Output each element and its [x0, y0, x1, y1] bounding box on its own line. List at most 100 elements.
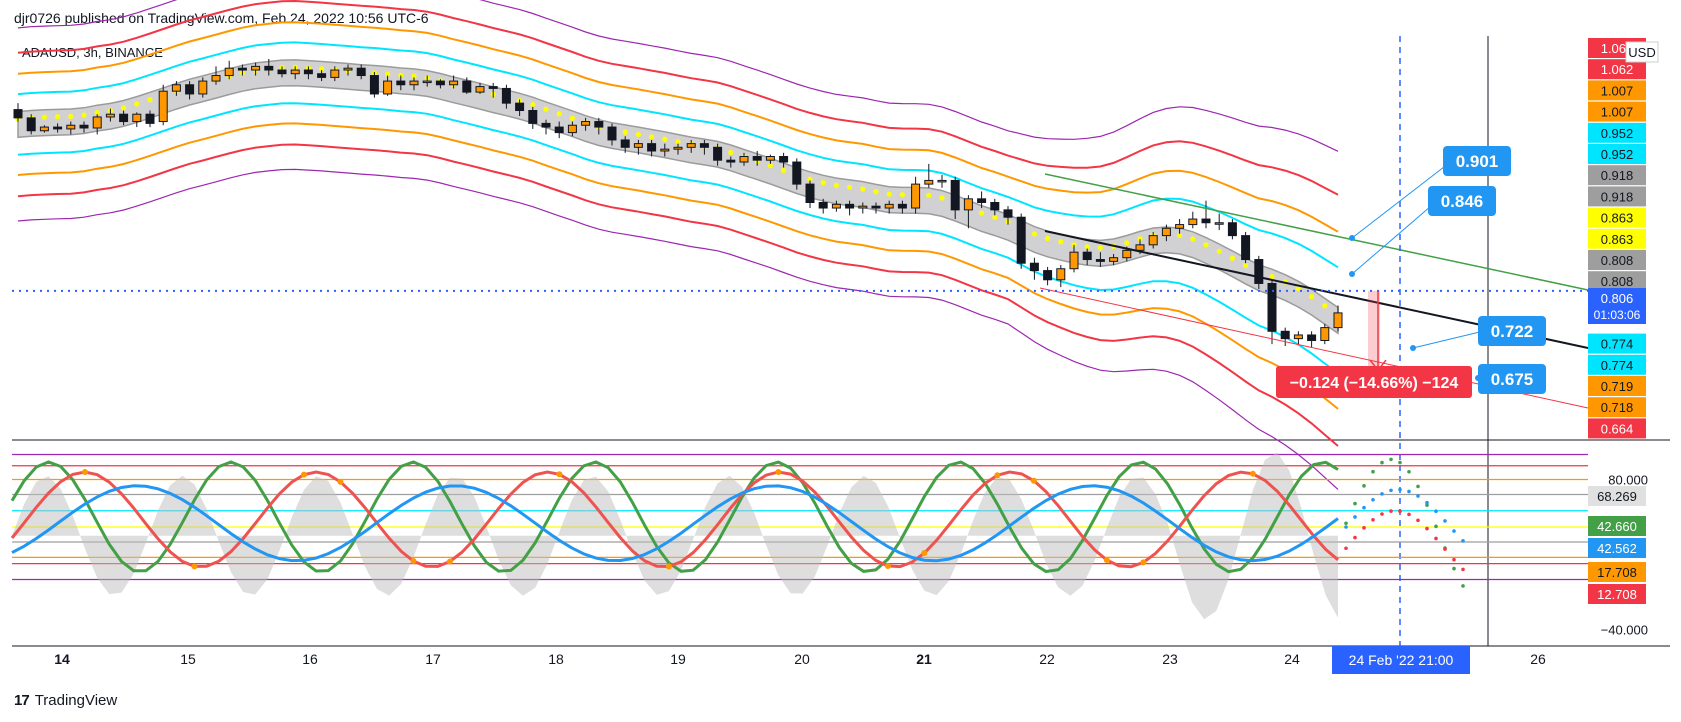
- candle-body: [515, 102, 525, 112]
- callout-anchor-dot: [1410, 345, 1416, 351]
- osc-axis-tag: [1588, 584, 1646, 604]
- candle-body: [264, 65, 274, 71]
- price-axis-label-5: 0.952: [1601, 147, 1634, 162]
- price-callout-3: 0.675: [1491, 370, 1534, 389]
- price-callout-0: 0.901: [1456, 152, 1499, 171]
- candle-body: [39, 126, 49, 132]
- yellow-midline-dot: [979, 210, 985, 216]
- candle-body: [871, 205, 881, 209]
- candle-body: [673, 146, 683, 150]
- candle-body: [13, 109, 23, 119]
- x-tick-15: 15: [180, 651, 196, 667]
- yellow-midline-dot: [530, 101, 536, 108]
- projection-dot: [1353, 535, 1357, 540]
- candle-body: [211, 75, 221, 82]
- tradingview-brand: 17 TradingView: [14, 692, 117, 709]
- candle-body: [647, 143, 657, 152]
- purple-upper-band: [17, 0, 1339, 152]
- candle-body: [449, 80, 459, 86]
- candle-body: [1069, 251, 1079, 270]
- yellow-midline-dot: [1203, 242, 1209, 248]
- candle-body: [53, 126, 63, 130]
- callout-anchor-dot: [1349, 271, 1355, 277]
- candle-body: [383, 80, 393, 95]
- gray-cloud-band: [17, 59, 1339, 335]
- candle-body: [356, 67, 366, 77]
- projection-dot: [1434, 509, 1438, 514]
- yellow-midline-dot: [1216, 248, 1222, 254]
- price-axis-tag: [1588, 354, 1646, 375]
- price-axis-tag: [1588, 144, 1646, 164]
- candle-body: [779, 156, 789, 163]
- candle-body: [1016, 216, 1026, 264]
- candle-body: [1320, 327, 1330, 341]
- candle-body: [1122, 249, 1132, 259]
- candle-body: [1267, 282, 1277, 332]
- yellow-midline-dot: [662, 136, 668, 142]
- projection-dot: [1443, 519, 1447, 523]
- yellow-midline-dot: [41, 114, 48, 120]
- yellow-midline-dot: [767, 163, 774, 169]
- price-axis-tag: [1588, 271, 1646, 292]
- price-axis-label-2: 1.007: [1601, 83, 1634, 98]
- price-axis-tag: [1588, 397, 1646, 418]
- yellow-midline-dot: [543, 106, 549, 112]
- yellow-midline-dot: [385, 71, 391, 77]
- candle-body: [1095, 259, 1105, 262]
- projection-dot: [1461, 567, 1465, 572]
- price-axis-label-1: 1.062: [1601, 62, 1634, 77]
- yellow-midline-dot: [55, 114, 61, 120]
- osc-axis-label-2: 42.562: [1597, 541, 1637, 556]
- yellow-midline-dot: [781, 167, 787, 173]
- tradingview-logo-icon: 17: [14, 692, 30, 709]
- purple-lower-band: [17, 168, 1339, 490]
- oscillator-signal-dot: [884, 563, 891, 570]
- candle-body: [686, 143, 696, 148]
- axis-layer: 1.063 1.062 1.007 1.007 0.952 0.952 0.918 0.918…: [54, 38, 1659, 674]
- candle-body: [409, 80, 419, 86]
- projection-dot: [1353, 501, 1357, 506]
- price-axis-tag: [1588, 288, 1646, 324]
- candle-body: [990, 202, 1000, 211]
- candle-body: [26, 117, 36, 132]
- oscillator-signal-dot: [337, 478, 344, 485]
- x-tick-16: 16: [302, 651, 318, 667]
- projection-dot: [1407, 469, 1411, 474]
- yellow-midline-dot: [1309, 294, 1315, 300]
- yellow-midline-dot: [1137, 236, 1143, 242]
- candle-body: [884, 203, 894, 209]
- projection-dot: [1434, 524, 1438, 529]
- price-axis-label-3: 1.007: [1601, 105, 1634, 120]
- yellow-midline-dot: [939, 195, 945, 201]
- projection-dot: [1461, 584, 1465, 588]
- candle-body: [660, 148, 670, 152]
- candle-body: [1241, 235, 1251, 261]
- candle-body: [554, 126, 564, 134]
- yellow-midline-dot: [94, 110, 100, 116]
- price-axis-label-12: 0.806: [1601, 291, 1634, 306]
- oscillator-signal-dot: [994, 472, 1001, 479]
- candle-body: [752, 156, 762, 161]
- yellow-midline-dot: [569, 115, 576, 121]
- price-axis-label-7: 0.918: [1601, 189, 1634, 204]
- callout-leader-line: [1412, 329, 1489, 349]
- oscillator-signal-dot: [446, 558, 453, 565]
- price-axis-tag: [1588, 165, 1646, 186]
- candle-body: [1135, 244, 1145, 251]
- price-axis-label-4: 0.952: [1601, 126, 1634, 141]
- price-pane: [12, 0, 1589, 646]
- price-axis-label-10: 0.808: [1601, 253, 1634, 268]
- price-axis-label-17: 0.664: [1601, 421, 1634, 436]
- yellow-midline-dot: [860, 186, 866, 192]
- yellow-midline-dot: [1229, 255, 1235, 261]
- yellow-midline-dot: [1058, 239, 1064, 245]
- green-trendline: [1044, 173, 1589, 291]
- red-lower-band: [17, 143, 1339, 447]
- yellow-midline-dot: [926, 192, 932, 198]
- candle-body: [792, 161, 802, 185]
- yellow-midline-dot: [899, 192, 906, 198]
- candle-body: [581, 121, 591, 126]
- projection-dot: [1344, 546, 1348, 551]
- candle-body: [1029, 262, 1039, 272]
